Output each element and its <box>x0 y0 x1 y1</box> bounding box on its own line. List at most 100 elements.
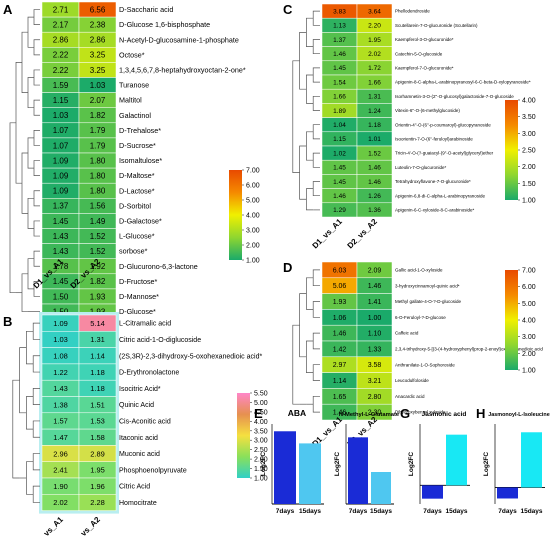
row-label: sorbose* <box>119 247 148 256</box>
heatmap-cell-value: 6.03 <box>333 267 347 274</box>
heatmap-cell-value: 2.97 <box>333 362 347 369</box>
heatmap-cell-value: 1.47 <box>53 433 68 442</box>
row-label: Anthranilate-1-O-Sophoroside <box>395 362 455 367</box>
bar <box>446 434 467 486</box>
bar-chart-ylabel: Log2FC <box>334 452 341 476</box>
heatmap-cell-value: 2.02 <box>53 498 68 507</box>
heatmap-cell-value: 2.71 <box>53 5 69 14</box>
row-label: Vitexin-6''-O-(6-methylglucoside) <box>395 108 460 113</box>
dendrogram <box>9 9 40 312</box>
row-label: Apigenin-8-C-alpha-L-arabinopyranosyl-6-… <box>395 80 531 85</box>
heatmap-cell-value: 1.38 <box>53 400 68 409</box>
row-label: Isorhamnetin-3-O-(2''-O-glucosyl)galacto… <box>395 94 514 99</box>
heatmap-cell-value: 2.80 <box>368 394 382 401</box>
heatmap-cell-value: 1.72 <box>368 65 381 72</box>
heatmap-cell-value: 1.13 <box>333 23 346 30</box>
heatmap-cell-value: 1.09 <box>53 187 69 196</box>
color-legend <box>505 100 518 200</box>
legend-tick-label: 2.50 <box>522 148 536 155</box>
color-legend <box>505 270 518 370</box>
row-label: Phosphoenolpyruvate <box>119 467 187 474</box>
x-tick-label: 7days <box>498 508 517 515</box>
heatmap-c: 3.83 3.64 Phellodendroside 1.13 2.20 Scutella… <box>292 3 536 250</box>
bar <box>371 472 391 504</box>
bar <box>497 487 518 499</box>
heatmap-cell-value: 1.51 <box>90 400 105 409</box>
legend-tick-label: 1.00 <box>522 368 536 375</box>
heatmap-cell-value: 1.33 <box>368 346 382 353</box>
bar-chart-title: Jasmonoyl-L-Isoleucine <box>488 412 549 418</box>
row-label: Apigenin-6,8-di-C-alpha-L-arabinopyranos… <box>395 193 486 198</box>
heatmap-cell-value: 1.79 <box>90 126 106 135</box>
row-label: Homocitrate <box>119 500 157 507</box>
heatmap-cell-value: 1.54 <box>333 79 346 86</box>
heatmap-cell-value: 1.45 <box>53 217 69 226</box>
heatmap-cell-value: 1.26 <box>368 193 381 200</box>
x-tick-label: 15days <box>445 508 467 515</box>
heatmap-cell-value: 1.78 <box>53 262 69 271</box>
bar <box>348 437 368 504</box>
heatmap-cell-value: 1.02 <box>333 150 346 157</box>
heatmap-cell-value: 2.07 <box>90 96 106 105</box>
heatmap-cell-value: 1.03 <box>90 81 106 90</box>
row-label: Leucodulfoloside <box>395 378 429 383</box>
heatmap-cell-value: 1.45 <box>53 277 69 286</box>
heatmap-cell-value: 1.46 <box>368 165 381 172</box>
heatmap-cell-value: 6.56 <box>90 5 106 14</box>
row-label: Isoorientin-7-O-(6''-feruloyl)arabinosid… <box>395 137 473 142</box>
row-label: Kaempferol-3-O-glucuronide* <box>395 37 454 42</box>
heatmap-cell-value: 1.58 <box>90 433 105 442</box>
bar-chart-title: Jasmonic acid <box>422 411 467 418</box>
heatmap-cell-value: 1.14 <box>90 351 105 360</box>
x-tick-label: 7days <box>349 508 368 515</box>
row-label: Caffeic acid <box>395 331 419 336</box>
heatmap-cell-value: 1.56 <box>90 202 106 211</box>
row-label: Orientin-4''-O-(6''-p-coumaroyl)-glucopy… <box>395 122 491 127</box>
legend-tick-label: 4.00 <box>254 419 268 426</box>
row-label: Apigenin-6-C-xyloside-8-C-arabinoside* <box>395 208 475 213</box>
row-label: D-Fructose* <box>119 277 158 286</box>
heatmap-cell-value: 1.52 <box>90 232 106 241</box>
heatmap-cell-value: 1.18 <box>90 384 105 393</box>
heatmap-a: 2.71 6.56 D-Saccharic acid 2.17 2.38 D-Glucos… <box>9 1 260 320</box>
heatmap-cell-value: 1.43 <box>53 384 68 393</box>
heatmap-d: 6.03 2.09 Gallic acid-1-O-xyloside 5.06 1.46… <box>292 261 543 448</box>
heatmap-cell-value: 1.57 <box>53 417 68 426</box>
panel-label-a: A <box>3 2 13 17</box>
column-label: D2_vs_A2 <box>69 515 103 536</box>
heatmap-cell-value: 2.41 <box>53 466 68 475</box>
heatmap-cell-value: 1.37 <box>53 202 69 211</box>
row-label: 1,3,4,5,6,7,8-heptahydroxyoctan-2-one* <box>119 66 246 75</box>
legend-tick-label: 2.00 <box>246 243 260 250</box>
row-label: D-Lactose* <box>119 186 155 195</box>
heatmap-cell-value: 1.50 <box>53 307 69 316</box>
heatmap-cell-value: 1.93 <box>333 299 347 306</box>
legend-tick-label: 2.00 <box>522 351 536 358</box>
legend-tick-label: 4.00 <box>522 318 536 325</box>
row-label: Galactinol <box>119 111 151 120</box>
row-label: Anacardic acid <box>395 394 425 399</box>
legend-tick-label: 3.00 <box>254 438 268 445</box>
dendrogram <box>292 10 320 211</box>
legend-tick-label: 4.00 <box>522 98 536 105</box>
heatmap-cell-value: 1.46 <box>368 283 382 290</box>
heatmap-cell-value: 1.00 <box>368 315 382 322</box>
bar-chart-ylabel: Log2FC <box>260 452 267 476</box>
row-label: Phellodendroside <box>395 9 430 14</box>
heatmap-cell-value: 1.92 <box>90 262 106 271</box>
heatmap-cell-value: 1.80 <box>90 187 106 196</box>
row-label: D-Trehalose* <box>119 126 161 135</box>
heatmap-cell-value: 1.18 <box>368 122 381 129</box>
heatmap-cell-value: 1.59 <box>53 81 69 90</box>
bar-chart-ylabel: Log2FC <box>483 452 490 476</box>
heatmap-cell-value: 1.09 <box>53 172 69 181</box>
heatmap-cell-value: 1.65 <box>333 394 347 401</box>
bar-chart-ylabel: Log2FC <box>408 452 415 476</box>
heatmap-cell-value: 1.06 <box>333 315 347 322</box>
row-label: L-Citramalic acid <box>119 321 171 328</box>
heatmap-cell-value: 1.15 <box>53 96 69 105</box>
heatmap-cell-value: 2.28 <box>90 498 105 507</box>
heatmap-cell <box>356 202 393 218</box>
heatmap-cell-value: 1.04 <box>333 122 346 129</box>
